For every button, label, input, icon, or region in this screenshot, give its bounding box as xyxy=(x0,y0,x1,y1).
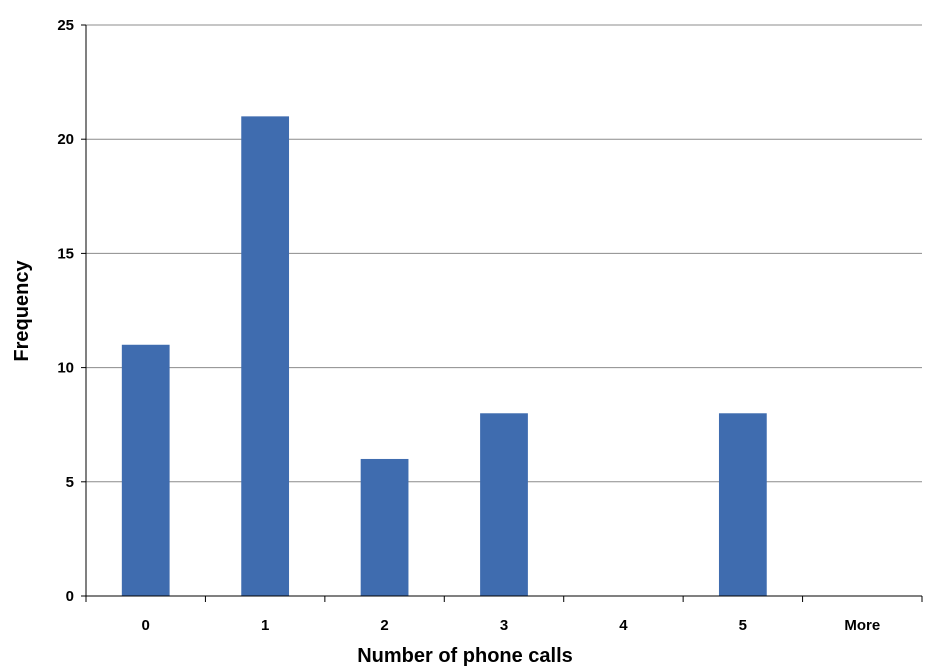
bar-0 xyxy=(122,345,170,596)
y-tick-label-25: 25 xyxy=(57,17,74,34)
x-tick-label-3: 3 xyxy=(500,617,508,634)
bar-1 xyxy=(241,116,289,596)
x-tick-label-more: More xyxy=(844,617,880,634)
x-tick-label-4: 4 xyxy=(619,617,628,634)
y-tick-label-10: 10 xyxy=(57,360,74,377)
bar-2 xyxy=(361,459,409,596)
y-tick-label-5: 5 xyxy=(66,474,74,491)
x-tick-label-5: 5 xyxy=(739,617,747,634)
bar-3 xyxy=(480,413,528,596)
x-axis-title: Number of phone calls xyxy=(357,645,573,667)
y-tick-label-0: 0 xyxy=(66,588,74,605)
bar-5 xyxy=(719,413,767,596)
x-ticks: 0 1 2 3 4 5 More xyxy=(86,596,922,634)
x-tick-label-1: 1 xyxy=(261,617,269,634)
y-axis-title: Frequency xyxy=(11,260,33,362)
x-tick-label-2: 2 xyxy=(380,617,388,634)
y-ticks: 0 5 10 15 20 25 xyxy=(57,17,86,605)
x-tick-label-0: 0 xyxy=(142,617,150,634)
y-tick-label-15: 15 xyxy=(57,245,74,262)
y-tick-label-20: 20 xyxy=(57,131,74,148)
bars xyxy=(122,116,767,596)
